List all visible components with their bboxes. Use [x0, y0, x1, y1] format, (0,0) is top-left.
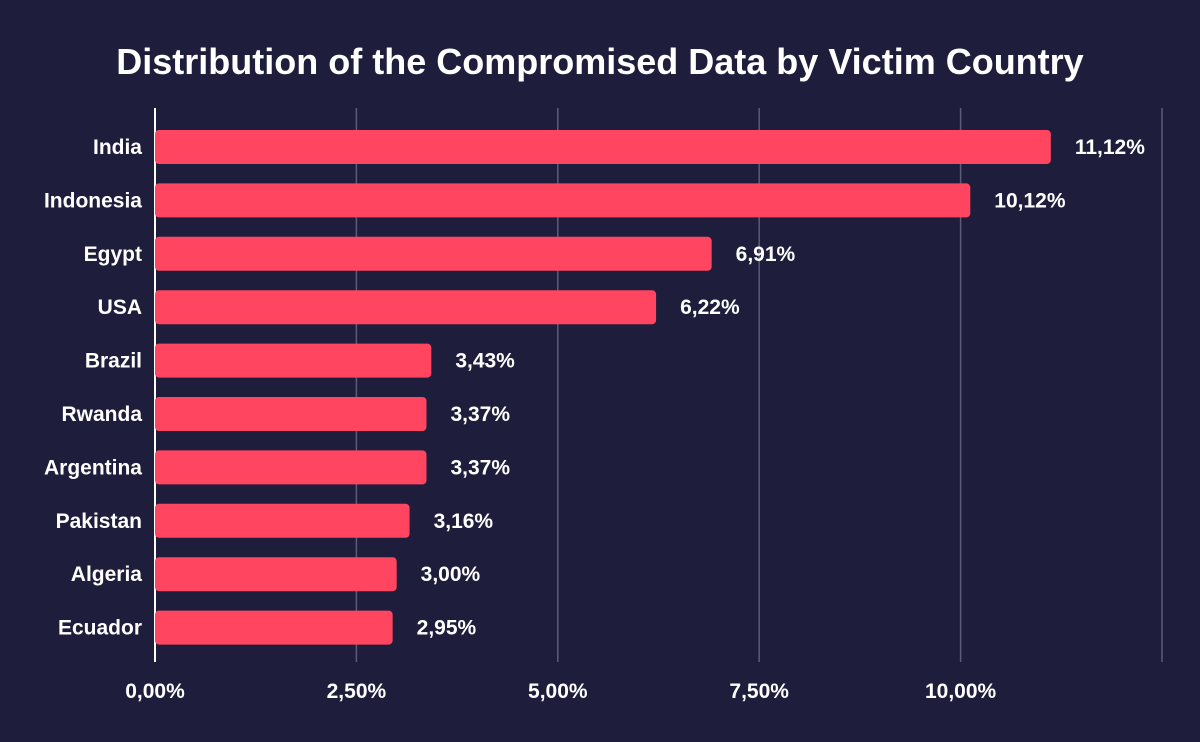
bar: [155, 503, 410, 538]
bar: [155, 343, 432, 378]
bars: [155, 130, 1051, 645]
category-label: India: [93, 136, 142, 159]
value-label: 3,16%: [434, 510, 494, 533]
bar: [155, 183, 971, 218]
category-label: USA: [98, 296, 142, 319]
category-label: Ecuador: [58, 617, 142, 640]
x-tick-label: 7,50%: [729, 680, 789, 703]
x-tick-label: 5,00%: [528, 680, 588, 703]
bar: [155, 397, 427, 431]
bar: [155, 610, 393, 645]
bar: [155, 290, 657, 325]
x-tick-label: 10,00%: [925, 680, 997, 703]
value-label: 11,12%: [1075, 136, 1145, 159]
chart-title: Distribution of the Compromised Data by …: [116, 41, 1084, 82]
category-label: Argentina: [44, 456, 142, 479]
value-label: 6,91%: [736, 243, 796, 266]
category-label: Indonesia: [44, 189, 142, 212]
category-label: Brazil: [85, 350, 142, 373]
x-tick-label: 0,00%: [125, 680, 185, 703]
bar: [155, 557, 397, 592]
category-label: Algeria: [71, 563, 143, 586]
value-label: 3,37%: [450, 403, 510, 426]
value-label: 6,22%: [680, 296, 740, 319]
bar: [155, 130, 1051, 164]
value-label: 3,37%: [450, 456, 510, 479]
bar: [155, 450, 427, 485]
value-label: 2,95%: [417, 617, 477, 640]
value-label: 3,00%: [421, 563, 481, 586]
category-label: Egypt: [84, 243, 142, 266]
value-label: 3,43%: [455, 350, 515, 373]
x-tick-label: 2,50%: [327, 680, 387, 703]
value-label: 10,12%: [994, 189, 1066, 212]
labels: 0,00% 2,50% 5,00% 7,50% 10,00% India 11,12% Ind…: [44, 136, 1145, 703]
bar: [155, 236, 712, 271]
category-label: Pakistan: [56, 510, 142, 533]
category-label: Rwanda: [61, 403, 142, 426]
